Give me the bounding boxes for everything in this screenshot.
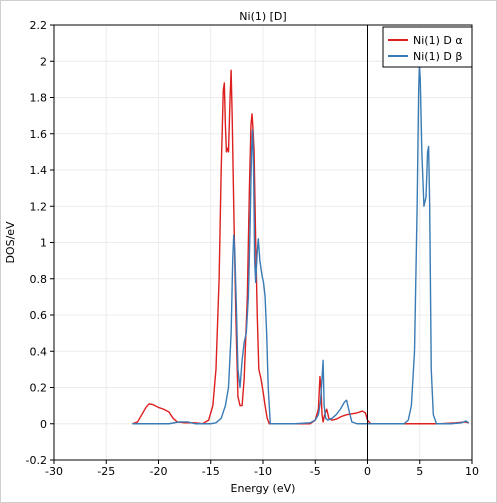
- chart-title: Ni(1) [D]: [239, 10, 286, 23]
- y-tick-label: 1.8: [30, 92, 48, 105]
- x-tick-label: -20: [150, 465, 168, 478]
- y-tick-label: 1.6: [30, 128, 48, 141]
- x-tick-label: -10: [254, 465, 272, 478]
- x-tick-label: 5: [416, 465, 423, 478]
- y-tick-label: 1.2: [30, 200, 48, 213]
- y-tick-label: 0.4: [30, 345, 48, 358]
- y-tick-label: 0.6: [30, 309, 48, 322]
- legend-label: Ni(1) D α: [413, 34, 463, 47]
- legend-box: [382, 26, 473, 68]
- y-tick-label: 0: [40, 418, 47, 431]
- y-axis-title: DOS/eV: [4, 221, 17, 264]
- y-tick-label: 2.2: [30, 19, 48, 32]
- legend-label: Ni(1) D β: [413, 50, 462, 63]
- y-tick-label: 1.4: [30, 164, 48, 177]
- y-tick-label: 2: [40, 55, 47, 68]
- x-axis-title: Energy (eV): [231, 482, 296, 495]
- series-line-beta: [132, 64, 470, 425]
- y-tick-label: 0.2: [30, 382, 48, 395]
- legend: Ni(1) D α Ni(1) D β: [382, 26, 473, 68]
- x-tick-label: -25: [97, 465, 115, 478]
- y-tick-label: 1: [40, 237, 47, 250]
- x-tick-label: -5: [310, 465, 321, 478]
- y-tick-label: 0.8: [30, 273, 48, 286]
- ticks: -30 -25 -20 -15 -10 -5 0 5 10 -0.2 0 0.2 0.4 0.6 0.8 1 1…: [26, 19, 479, 478]
- x-tick-label: 0: [364, 465, 371, 478]
- x-tick-label: -30: [45, 465, 63, 478]
- series-line-alpha: [132, 69, 470, 425]
- y-tick-label: -0.2: [26, 454, 47, 467]
- series-layer: [132, 64, 470, 425]
- x-tick-label: -15: [202, 465, 220, 478]
- x-tick-label: 10: [465, 465, 479, 478]
